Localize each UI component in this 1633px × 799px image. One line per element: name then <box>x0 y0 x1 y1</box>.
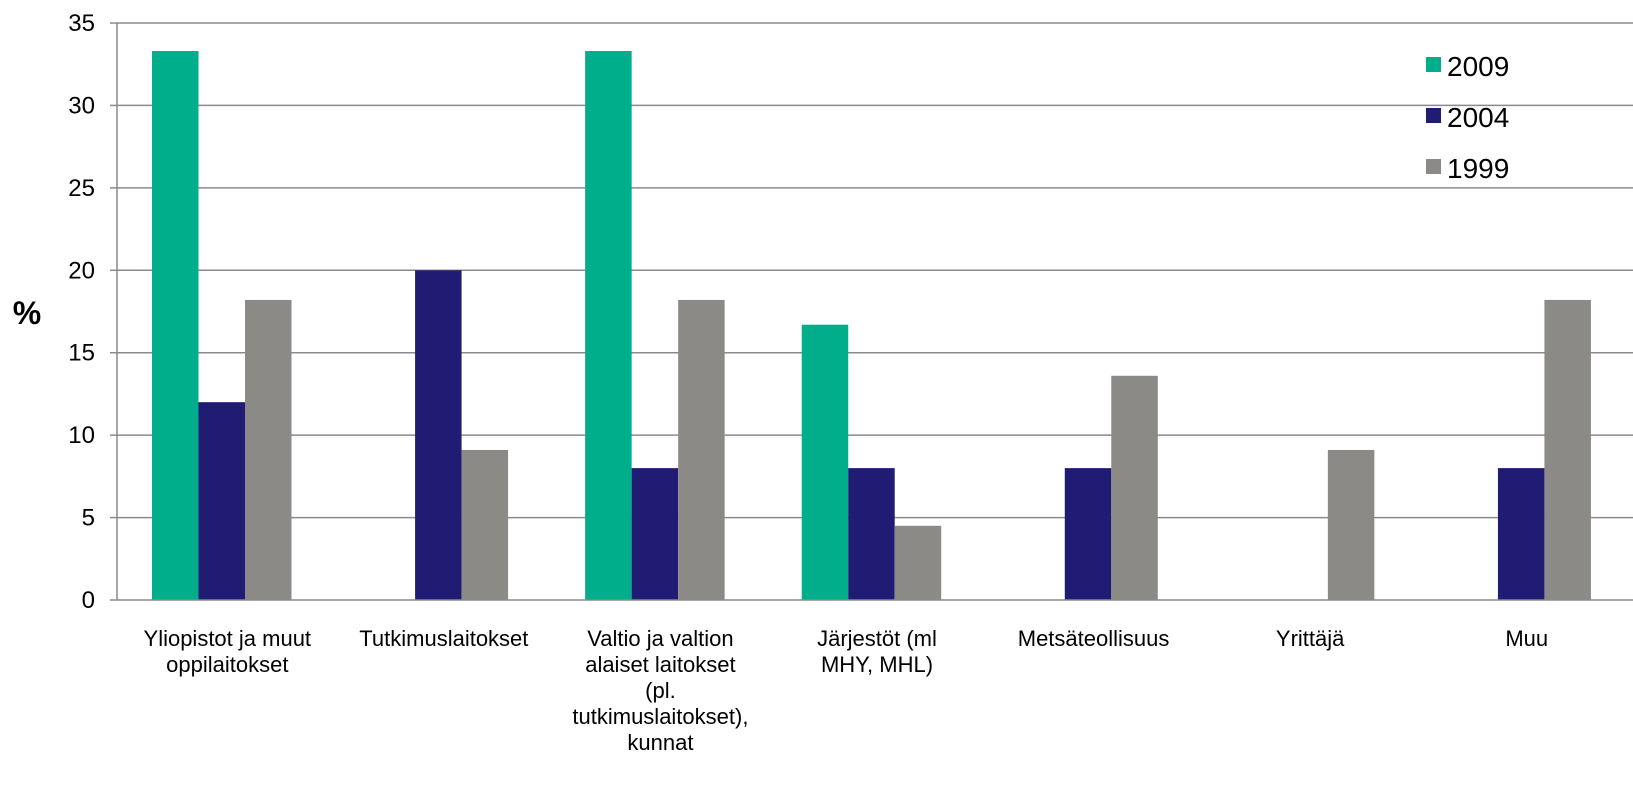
x-category-label-line: alaiset laitokset <box>585 652 735 677</box>
x-category-label-line: Tutkimuslaitokset <box>359 626 528 651</box>
bar-2004-4 <box>1064 468 1112 600</box>
x-category-label: Yliopistot ja muut oppilaitokset <box>144 626 312 677</box>
x-category-label-line: Järjestöt (ml <box>817 626 937 651</box>
bar-1999-2 <box>678 299 725 600</box>
x-category-label: Yrittäjä <box>1276 626 1345 651</box>
y-tick-label: 35 <box>68 10 95 37</box>
legend: 2009 2004 1999 <box>1426 51 1509 184</box>
axes <box>110 22 1633 601</box>
x-category-label-line: Valtio ja valtion <box>587 626 733 651</box>
y-tick-label: 30 <box>68 92 95 119</box>
x-category-label: Järjestöt (ml MHY, MHL) <box>817 626 937 677</box>
x-category-label-line: Metsäteollisuus <box>1018 626 1170 651</box>
gridlines <box>117 22 1633 519</box>
y-tick-label: 20 <box>68 257 95 284</box>
y-tick-labels: 0 5 10 15 20 25 30 35 <box>68 10 95 614</box>
bar-1999-6 <box>1544 299 1591 600</box>
x-category-labels: Yliopistot ja muut oppilaitokset Tutkimusl… <box>144 626 1549 755</box>
y-tick-label: 25 <box>68 175 95 202</box>
bar-1999-1 <box>461 449 509 600</box>
x-category-label-line: kunnat <box>627 730 693 755</box>
x-category-label: Valtio ja valtion alaiset laitokset (pl. tu… <box>572 626 748 755</box>
bar-1999-3 <box>894 525 942 600</box>
x-category-label-line: oppilaitokset <box>166 652 288 677</box>
legend-label: 2009 <box>1447 51 1509 82</box>
x-category-label-line: (pl. <box>645 678 676 703</box>
x-category-label: Metsäteollisuus <box>1018 626 1170 651</box>
y-axis-label: % <box>13 295 41 331</box>
bar-2004-2 <box>631 468 679 600</box>
legend-label: 2004 <box>1447 102 1509 133</box>
y-tick-label: 0 <box>82 587 95 614</box>
bar-2009-2 <box>585 51 632 601</box>
legend-swatch-2004 <box>1426 108 1441 123</box>
legend-label: 1999 <box>1447 153 1509 184</box>
legend-swatch-2009 <box>1426 57 1441 72</box>
x-category-label: Muu <box>1505 626 1548 651</box>
bar-2004-6 <box>1497 468 1545 600</box>
y-tick-label: 10 <box>68 422 95 449</box>
x-category-label-line: Muu <box>1505 626 1548 651</box>
bars <box>152 51 1591 601</box>
y-tick-label: 15 <box>68 340 95 367</box>
bar-1999-4 <box>1111 375 1158 600</box>
legend-swatch-1999 <box>1426 159 1441 174</box>
bar-2004-0 <box>198 402 245 600</box>
bar-1999-5 <box>1327 449 1375 600</box>
bar-2009-3 <box>801 324 849 600</box>
bar-1999-0 <box>245 299 292 600</box>
bar-2004-3 <box>848 468 895 600</box>
y-tick-label: 5 <box>82 505 95 532</box>
x-category-label: Tutkimuslaitokset <box>359 626 528 651</box>
x-category-label-line: tutkimuslaitokset), <box>572 704 748 729</box>
x-category-label-line: MHY, MHL) <box>821 652 933 677</box>
x-category-label-line: Yliopistot ja muut <box>144 626 312 651</box>
x-category-label-line: Yrittäjä <box>1276 626 1345 651</box>
bar-2004-1 <box>415 270 462 600</box>
bar-2009-0 <box>152 51 199 601</box>
